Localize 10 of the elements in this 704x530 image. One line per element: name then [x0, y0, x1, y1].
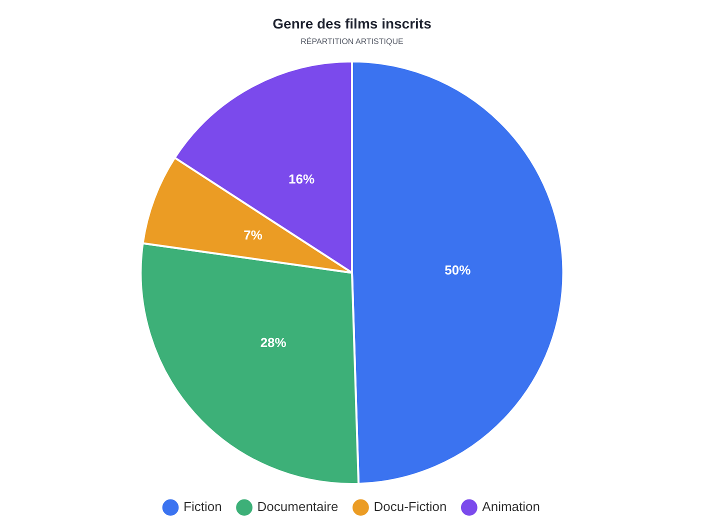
data-label: 7% [244, 227, 263, 242]
data-label: 50% [444, 262, 472, 278]
data-label: 28% [260, 334, 287, 350]
chart-title: Genre des films inscrits [272, 15, 432, 32]
legend-label: Documentaire [257, 499, 338, 514]
data-label: 16% [288, 171, 316, 186]
legend-label: Fiction [184, 499, 222, 514]
chart-subtitle: RÉPARTITION ARTISTIQUE [300, 36, 404, 46]
legend-label: Animation [482, 499, 540, 514]
legend-label: Docu-Fiction [374, 499, 447, 514]
